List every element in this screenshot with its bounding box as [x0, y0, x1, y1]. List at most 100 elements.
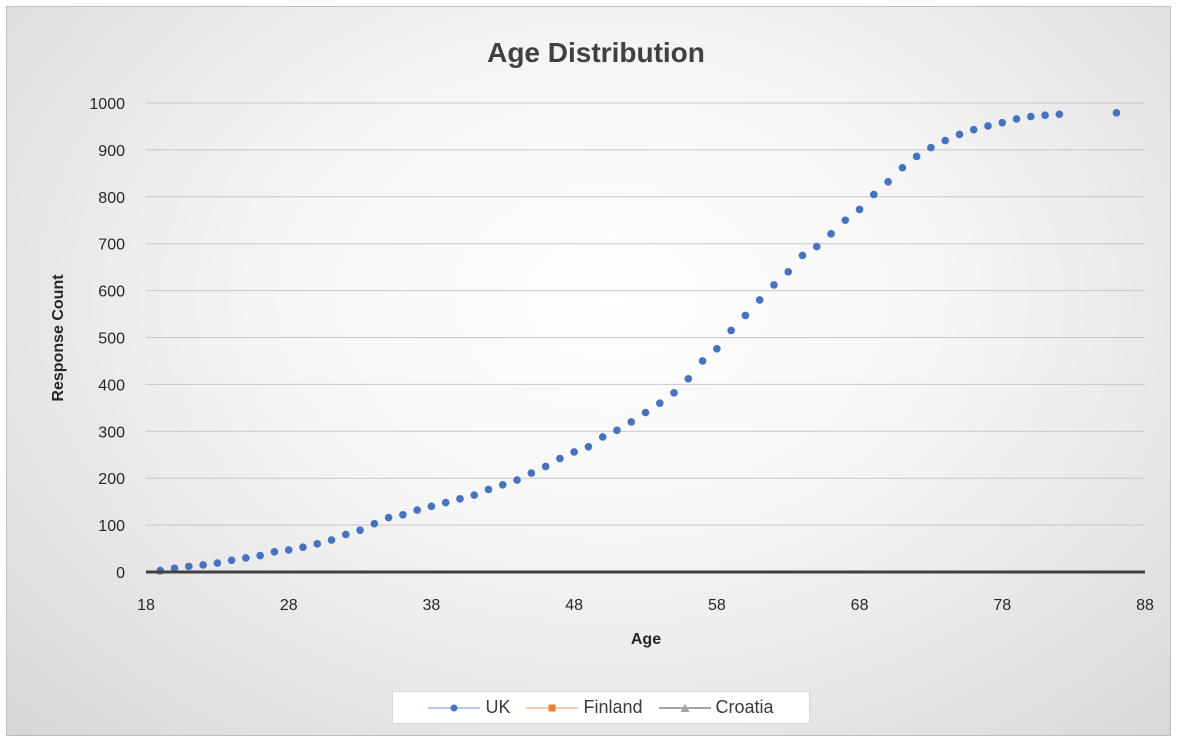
data-point-uk-7 [256, 551, 264, 560]
x-tick-label-28: 28 [280, 597, 298, 614]
y-axis-title: Response Count [50, 274, 67, 402]
data-point-uk-25 [513, 476, 521, 484]
data-point-uk-32 [613, 426, 621, 435]
data-point-uk-11 [313, 540, 322, 548]
data-point-uk-3 [199, 561, 207, 569]
data-point-uk-16 [384, 513, 393, 522]
data-point-uk-10 [299, 543, 307, 551]
data-point-uk-26 [527, 469, 536, 477]
y-tick-label-600: 600 [98, 284, 125, 301]
plot-series [156, 109, 1121, 575]
x-tick-label-18: 18 [137, 597, 155, 614]
legend-item-croatia: Croatia [658, 697, 774, 718]
data-point-uk-21 [456, 495, 464, 503]
data-point-uk-31 [598, 433, 607, 441]
x-tick-label-58: 58 [708, 597, 726, 614]
data-point-uk-34 [641, 408, 650, 417]
data-point-uk-55 [941, 136, 949, 145]
data-point-uk-35 [655, 399, 664, 407]
series-uk [156, 109, 1121, 575]
legend-label-croatia: Croatia [715, 697, 774, 717]
data-point-uk-44 [784, 268, 793, 276]
data-point-uk-49 [855, 205, 864, 214]
legend-finland-marker-icon [526, 704, 579, 711]
data-point-uk-51 [884, 177, 892, 186]
data-point-uk-42 [755, 296, 764, 304]
x-tick-label-68: 68 [851, 597, 869, 614]
data-point-uk-4 [213, 559, 222, 567]
data-point-uk-38 [698, 357, 707, 365]
data-point-uk-13 [342, 530, 350, 539]
data-point-uk-61 [1027, 112, 1035, 121]
data-point-uk-59 [998, 118, 1007, 127]
data-point-uk-45 [798, 251, 807, 260]
data-point-uk-43 [770, 281, 778, 289]
x-tick-label-48: 48 [565, 597, 583, 614]
x-axis-title: Age [631, 631, 661, 648]
data-point-uk-27 [541, 462, 550, 471]
y-tick-label-100: 100 [98, 518, 125, 535]
legend-label-uk: UK [485, 697, 511, 717]
data-point-uk-48 [841, 216, 850, 225]
x-tick-label-38: 38 [423, 597, 441, 614]
data-point-uk-8 [270, 548, 279, 556]
data-point-uk-52 [898, 163, 907, 172]
data-point-uk-39 [713, 344, 721, 353]
y-tick-label-800: 800 [98, 190, 125, 207]
data-point-uk-29 [570, 448, 578, 456]
chart-title: Age Distribution [487, 37, 705, 68]
data-point-uk-60 [1012, 115, 1021, 123]
x-tick-label-78: 78 [993, 597, 1011, 614]
data-point-uk-14 [356, 526, 364, 535]
data-point-uk-54 [927, 143, 935, 152]
data-point-uk-40 [727, 326, 735, 335]
data-point-uk-36 [670, 389, 678, 397]
data-point-uk-23 [484, 485, 493, 494]
data-point-uk-17 [399, 510, 407, 519]
data-point-uk-28 [556, 454, 564, 463]
data-point-uk-50 [870, 190, 878, 199]
data-point-uk-64 [1112, 109, 1121, 117]
data-point-uk-33 [627, 418, 636, 426]
data-point-uk-2 [185, 562, 193, 571]
data-point-uk-19 [427, 502, 436, 511]
data-point-uk-58 [984, 122, 992, 130]
data-point-uk-18 [413, 506, 421, 514]
data-point-uk-24 [498, 480, 507, 489]
gridlines [146, 102, 1145, 526]
data-point-uk-5 [227, 556, 236, 565]
data-point-uk-63 [1055, 110, 1064, 119]
data-point-uk-41 [741, 311, 750, 320]
x-axis-ticks: 18 28 38 48 58 68 78 88 [137, 597, 1154, 614]
data-point-uk-47 [827, 230, 835, 238]
legend-item-finland: Finland [526, 697, 643, 718]
data-point-uk-37 [684, 374, 693, 383]
y-tick-label-300: 300 [98, 424, 125, 441]
data-point-uk-9 [284, 546, 293, 554]
y-tick-label-500: 500 [98, 331, 125, 348]
data-point-uk-30 [584, 442, 593, 451]
y-tick-label-400: 400 [98, 377, 125, 394]
y-tick-label-1000: 1000 [89, 96, 125, 113]
data-point-uk-15 [370, 519, 379, 528]
y-tick-label-200: 200 [98, 471, 125, 488]
y-tick-label-0: 0 [116, 565, 125, 582]
legend-croatia-marker-icon [658, 703, 711, 712]
y-axis-ticks: 0 100 200 300 400 500 600 700 800 900 1000 [89, 96, 125, 582]
data-point-uk-57 [969, 125, 978, 134]
data-point-uk-6 [242, 554, 250, 562]
data-point-uk-46 [812, 242, 821, 251]
y-tick-label-900: 900 [98, 143, 125, 160]
data-point-uk-56 [955, 130, 964, 139]
legend: UK Finland Croatia [392, 691, 810, 724]
x-tick-label-88: 88 [1136, 597, 1154, 614]
data-point-uk-12 [327, 536, 336, 544]
data-point-uk-20 [441, 498, 450, 507]
legend-item-uk: UK [428, 697, 510, 718]
data-point-uk-62 [1041, 111, 1049, 119]
data-point-uk-1 [170, 564, 179, 573]
legend-uk-marker-icon [428, 704, 481, 711]
legend-label-finland: Finland [583, 697, 643, 717]
data-point-uk-53 [912, 152, 921, 161]
